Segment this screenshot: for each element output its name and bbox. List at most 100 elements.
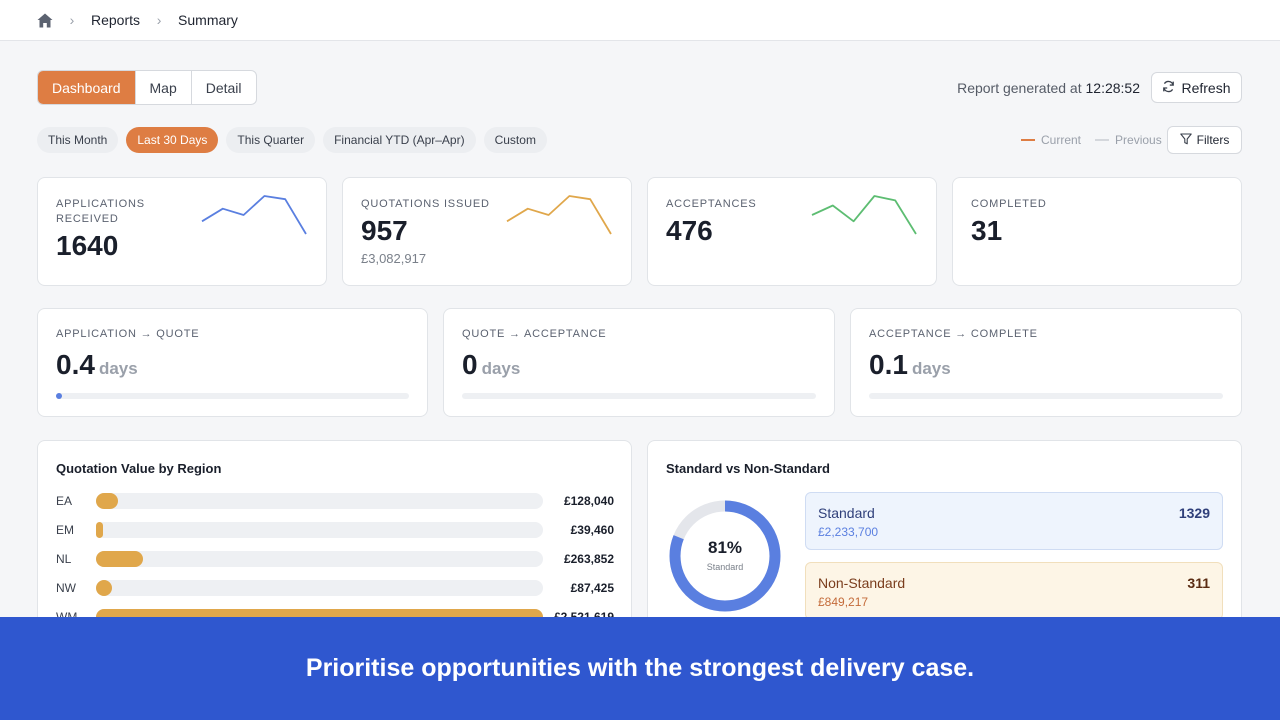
- tab-map[interactable]: Map: [136, 71, 192, 104]
- legend-current-label: Current: [1041, 133, 1082, 147]
- period-financial-ytd[interactable]: Financial YTD (Apr–Apr): [323, 127, 476, 153]
- conversion-progress-fill: [56, 393, 62, 399]
- non-standard-count: 311: [1187, 575, 1210, 591]
- region-bar: [96, 580, 112, 596]
- tab-dashboard[interactable]: Dashboard: [38, 71, 136, 104]
- conversion-progress-track: [56, 393, 409, 399]
- standard-donut-chart: [669, 500, 781, 612]
- refresh-button[interactable]: Refresh: [1151, 72, 1242, 103]
- region-label: NL: [56, 552, 72, 566]
- filters-label: Filters: [1196, 133, 1230, 147]
- donut-percent: 81%: [707, 538, 743, 557]
- period-custom[interactable]: Custom: [483, 127, 547, 153]
- conversion-progress-track: [462, 393, 816, 399]
- kpi-value: 957: [361, 215, 408, 246]
- region-value: £87,425: [570, 581, 614, 595]
- region-row: EA £128,040: [56, 492, 614, 510]
- period-this-month[interactable]: This Month: [37, 127, 119, 153]
- sparkline-path: [811, 195, 917, 235]
- conversion-card-quote-acceptance: QUOTE → ACCEPTANCE 0 days: [443, 308, 835, 417]
- region-bar-track: [96, 522, 543, 538]
- filters-button[interactable]: Filters: [1167, 126, 1242, 154]
- conversion-number: 0.4: [56, 349, 95, 380]
- period-last-30-days[interactable]: Last 30 Days: [126, 127, 219, 153]
- conversion-progress-track: [869, 393, 1223, 399]
- donut-percent-label: Standard: [706, 562, 744, 572]
- conversion-unit: days: [911, 359, 951, 378]
- kpi-label: COMPLETED: [971, 198, 1047, 210]
- conversion-card-acceptance-complete: ACCEPTANCE → COMPLETE 0.1 days: [850, 308, 1242, 417]
- region-row: NW £87,425: [56, 579, 614, 597]
- kpi-card-quotations: QUOTATIONS ISSUED 957 £3,082,917: [342, 177, 632, 286]
- report-generated-text: Report generated at 12:28:52: [957, 80, 1140, 96]
- conversion-value: 0 days: [462, 349, 520, 381]
- legend-current-swatch: [1021, 139, 1035, 141]
- home-icon[interactable]: [37, 13, 53, 28]
- standard-amount: £2,233,700: [818, 525, 879, 539]
- conversion-unit: days: [98, 359, 138, 378]
- refresh-icon: [1162, 80, 1175, 96]
- legend-previous-label: Previous: [1115, 133, 1162, 147]
- sparkline-path: [506, 195, 612, 235]
- kpi-sparkline: [506, 195, 612, 235]
- conversion-value: 0.1 days: [869, 349, 951, 381]
- legend-previous-swatch: [1095, 139, 1110, 141]
- region-bar: [96, 493, 119, 509]
- conversion-number: 0: [462, 349, 478, 380]
- breadcrumb-item-reports[interactable]: Reports: [91, 12, 141, 28]
- region-label: NW: [56, 581, 76, 595]
- region-value: £263,852: [563, 552, 614, 566]
- view-tabs: Dashboard Map Detail: [37, 70, 257, 105]
- kpi-subvalue: £3,082,917: [361, 251, 427, 266]
- donut-standard-arc: [669, 500, 781, 612]
- conversion-label: APPLICATION → QUOTE: [56, 328, 200, 340]
- conversion-unit: days: [481, 359, 521, 378]
- region-bar: [96, 551, 143, 567]
- period-this-quarter[interactable]: This Quarter: [226, 127, 316, 153]
- kpi-value: 1640: [56, 230, 119, 261]
- region-value-panel: Quotation Value by Region EA £128,040 EM…: [37, 440, 632, 640]
- region-bar: [96, 522, 103, 538]
- region-bar-track: [96, 551, 543, 567]
- chevron-right-icon: ›: [69, 12, 75, 28]
- tab-detail[interactable]: Detail: [205, 79, 242, 96]
- kpi-value: 31: [971, 215, 1003, 246]
- breadcrumb: › Reports › Summary: [0, 0, 1280, 41]
- chevron-right-icon: ›: [156, 12, 162, 28]
- chart-legend: Current Previous: [1021, 133, 1162, 147]
- kpi-label: APPLICATIONS RECEIVED: [56, 198, 145, 225]
- kpi-card-completed: COMPLETED 31: [952, 177, 1242, 286]
- kpi-card-applications: APPLICATIONS RECEIVED 1640: [37, 177, 327, 286]
- region-label: EM: [56, 523, 74, 537]
- breadcrumb-item-summary: Summary: [178, 12, 238, 28]
- conversion-label: QUOTE → ACCEPTANCE: [462, 328, 607, 340]
- region-value: £39,460: [570, 523, 614, 537]
- region-label: EA: [56, 494, 73, 508]
- region-bar-track: [96, 493, 543, 509]
- panel-title: Quotation Value by Region: [56, 461, 222, 476]
- kpi-value: 476: [666, 215, 713, 246]
- standard-count: 1329: [1178, 505, 1210, 521]
- caption-banner: Prioritise opportunities with the strong…: [0, 617, 1280, 720]
- conversion-card-application-quote: APPLICATION → QUOTE 0.4 days: [37, 308, 428, 417]
- period-filter: This Month Last 30 Days This Quarter Fin…: [37, 127, 547, 153]
- region-row: NL £263,852: [56, 550, 614, 568]
- region-bar-track: [96, 580, 543, 596]
- kpi-sparkline: [811, 195, 917, 235]
- conversion-number: 0.1: [869, 349, 908, 380]
- sparkline-path: [201, 195, 307, 235]
- report-generated-time: 12:28:52: [1085, 80, 1141, 96]
- report-generated-label: Report generated at: [957, 80, 1082, 96]
- kpi-label: ACCEPTANCES: [666, 198, 757, 210]
- standard-summary: Standard £2,233,700 1329: [805, 492, 1223, 550]
- standard-split-panel: Standard vs Non-Standard 81% Standard St…: [647, 440, 1242, 640]
- region-row: EM £39,460: [56, 521, 614, 539]
- filter-icon: [1179, 132, 1192, 148]
- non-standard-name: Non-Standard: [818, 575, 906, 591]
- non-standard-summary: Non-Standard £849,217 311: [805, 562, 1223, 620]
- non-standard-amount: £849,217: [818, 595, 869, 609]
- kpi-label: QUOTATIONS ISSUED: [361, 198, 490, 210]
- conversion-label: ACCEPTANCE → COMPLETE: [869, 328, 1038, 340]
- kpi-card-acceptances: ACCEPTANCES 476: [647, 177, 937, 286]
- region-value: £128,040: [563, 494, 614, 508]
